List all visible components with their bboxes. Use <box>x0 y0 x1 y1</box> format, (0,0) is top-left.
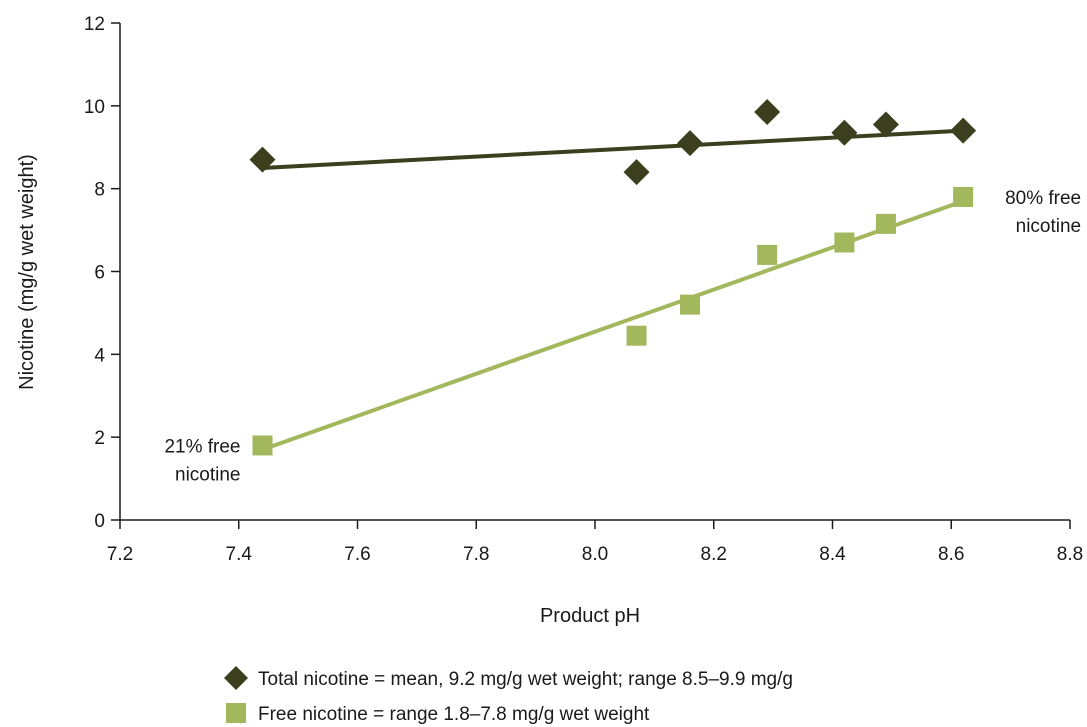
data-point-free-nicotine <box>626 325 647 346</box>
legend-label-free-nicotine: Free nicotine = range 1.8–7.8 mg/g wet w… <box>258 704 650 725</box>
annotation-21-free-nicotine: nicotine <box>175 464 241 485</box>
data-point-total-nicotine <box>677 130 703 157</box>
data-point-total-nicotine <box>623 159 650 186</box>
legend-marker-total-nicotine <box>224 666 248 690</box>
annotation-80-free-nicotine: 80% free <box>1005 188 1081 209</box>
data-point-free-nicotine <box>875 213 896 234</box>
annotation-80-free-nicotine: nicotine <box>1016 216 1082 237</box>
data-point-total-nicotine <box>249 146 276 173</box>
x-tick-label: 7.6 <box>344 544 370 565</box>
data-point-free-nicotine <box>953 186 974 207</box>
trendlines <box>261 128 964 452</box>
annotations: 80% free nicotine 21% free nicotine <box>164 188 1081 486</box>
x-tick-label: 8.2 <box>701 544 727 565</box>
data-point-total-nicotine <box>872 111 899 138</box>
trendline-series-1 <box>261 199 964 452</box>
x-axis-label: Product pH <box>540 605 640 627</box>
x-tick-label: 7.8 <box>463 544 489 565</box>
data-point-total-nicotine <box>754 99 781 126</box>
data-point-free-nicotine <box>834 232 855 253</box>
x-tick-label: 7.2 <box>107 544 133 565</box>
data-points <box>249 99 977 456</box>
x-tick-label: 8.0 <box>582 544 608 565</box>
data-point-free-nicotine <box>757 244 778 265</box>
y-tick-label: 6 <box>94 263 105 284</box>
y-tick-label: 10 <box>84 97 105 118</box>
y-tick-label: 2 <box>94 428 105 449</box>
annotation-21-free-nicotine: 21% free <box>164 436 240 457</box>
data-point-free-nicotine <box>680 294 700 315</box>
legend: Total nicotine = mean, 9.2 mg/g wet weig… <box>224 666 793 725</box>
y-tick-label: 4 <box>94 345 105 366</box>
data-point-total-nicotine <box>950 117 977 144</box>
x-tick-label: 8.6 <box>938 544 964 565</box>
data-point-total-nicotine <box>831 119 858 146</box>
y-axis-label: Nicotine (mg/g wet weight) <box>16 154 38 390</box>
legend-marker-free-nicotine <box>226 703 246 723</box>
x-tick-label: 7.4 <box>226 544 253 565</box>
data-point-free-nicotine <box>252 435 273 456</box>
ticks: 7.2 7.4 7.6 7.8 8.0 8.2 8.4 8.6 8.8 0 2 4 6 8 10 12 <box>84 14 1083 565</box>
x-tick-label: 8.4 <box>819 544 846 565</box>
trendline-series-0 <box>262 128 964 170</box>
y-tick-label: 0 <box>94 511 105 532</box>
legend-label-total-nicotine: Total nicotine = mean, 9.2 mg/g wet weig… <box>258 669 793 690</box>
y-tick-label: 12 <box>84 14 105 35</box>
x-tick-label: 8.8 <box>1057 544 1083 565</box>
y-tick-label: 8 <box>94 180 105 201</box>
